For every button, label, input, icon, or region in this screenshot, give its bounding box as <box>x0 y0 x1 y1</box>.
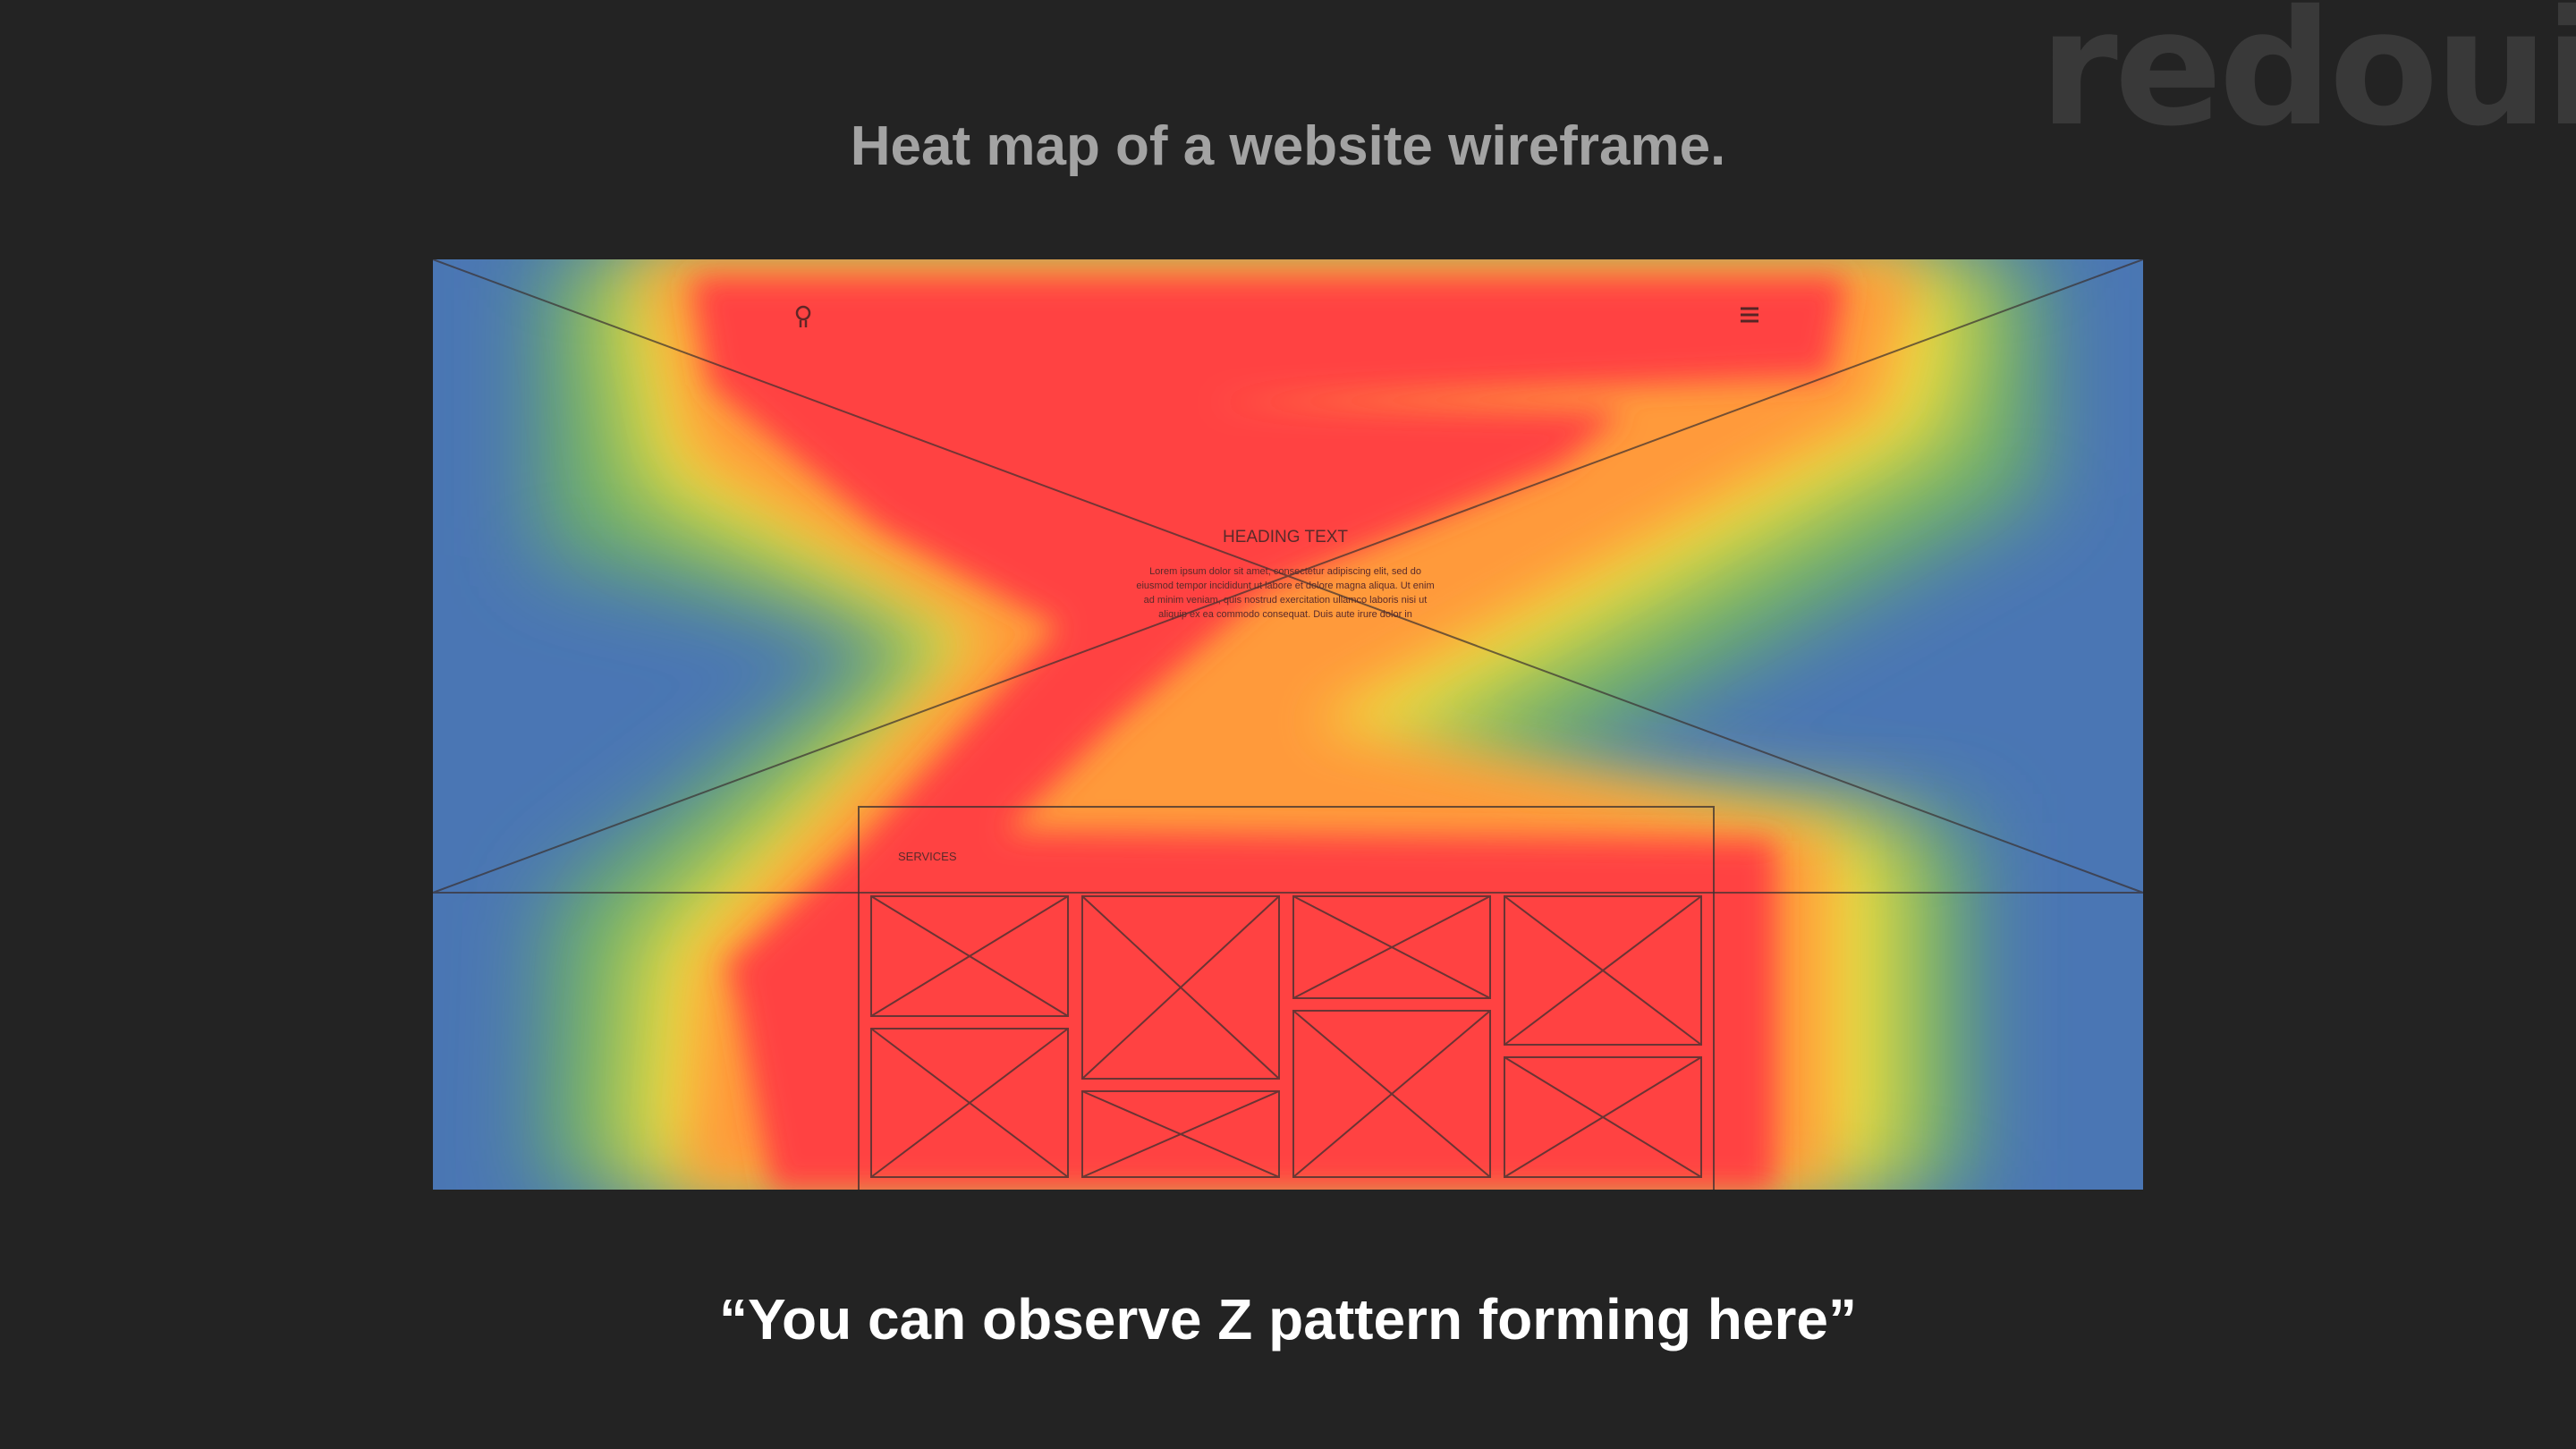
heat-core-red <box>692 277 1846 1190</box>
wireframe-body-line: Lorem ipsum dolor sit amet, consectetur … <box>1149 566 1421 577</box>
wireframe-services-label: SERVICES <box>898 850 957 863</box>
wireframe-services-section <box>858 806 1715 1190</box>
caption-quote: “You can observe Z pattern forming here” <box>719 1287 1857 1352</box>
wireframe-body-line: eiusmod tempor incididunt ut labore et d… <box>1136 580 1434 591</box>
brand-logo: redoui <box>2039 0 2576 161</box>
hamburger-menu-icon <box>1741 307 1758 323</box>
wireframe-hero-image <box>433 259 2143 894</box>
bulb-icon <box>795 305 811 327</box>
heatmap-svg: HEADING TEXT Lorem ipsum dolor sit amet,… <box>433 259 2143 1190</box>
page-title: Heat map of a website wireframe. <box>850 115 1726 177</box>
wireframe-body-line: aliquip ex ea commodo consequat. Duis au… <box>1158 609 1412 620</box>
heatmap-image: HEADING TEXT Lorem ipsum dolor sit amet,… <box>433 259 2143 1190</box>
wireframe-body-line: ad minim veniam, quis nostrud exercitati… <box>1144 595 1428 606</box>
wireframe-heading: HEADING TEXT <box>1223 528 1348 547</box>
